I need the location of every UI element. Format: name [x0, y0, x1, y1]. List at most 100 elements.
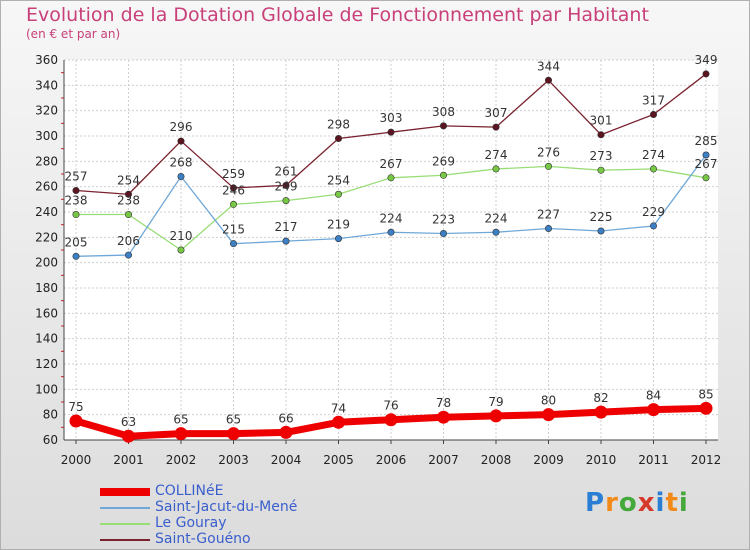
- y-tick-label: 140: [35, 332, 58, 346]
- data-point-collinee: [332, 415, 345, 429]
- data-label-collinee: 84: [646, 389, 661, 403]
- chart-title: Evolution de la Dotation Globale de Fonc…: [26, 4, 649, 26]
- data-label-le-gouray: 267: [380, 157, 403, 171]
- x-tick-label: 2010: [586, 453, 617, 467]
- axes: 60 80 100 120 140 160 180 200 220 240 260 280 300 320…: [35, 53, 721, 467]
- data-label-saint-jacut-du-mene: 225: [590, 210, 613, 224]
- data-point-saint-goueno: [649, 110, 657, 118]
- data-point-collinee: [227, 427, 240, 441]
- data-label-saint-jacut-du-mene: 224: [485, 211, 508, 225]
- logo-letter: i: [678, 488, 689, 518]
- data-label-saint-jacut-du-mene: 285: [695, 134, 718, 148]
- data-point-saint-goueno: [177, 137, 185, 145]
- data-point-saint-goueno: [125, 190, 133, 198]
- data-label-saint-jacut-du-mene: 224: [380, 211, 403, 225]
- data-label-collinee: 76: [383, 399, 398, 413]
- data-point-collinee: [594, 405, 608, 419]
- data-label-saint-goueno: 344: [537, 59, 560, 73]
- y-tick-label: 280: [35, 154, 58, 168]
- x-tick-label: 2011: [638, 453, 669, 467]
- legend-label: COLLINéE: [155, 483, 224, 499]
- data-point-le-gouray: [544, 162, 552, 170]
- data-label-collinee: 82: [593, 391, 608, 405]
- data-label-collinee: 78: [436, 396, 451, 410]
- logo-letter: x: [637, 488, 656, 518]
- x-tick-label: 2012: [691, 453, 722, 467]
- data-point-saint-jacut-du-mene: [282, 237, 290, 245]
- data-label-saint-goueno: 349: [695, 53, 718, 67]
- data-label-le-gouray: 274: [642, 148, 665, 162]
- data-point-collinee: [489, 409, 503, 423]
- data-point-le-gouray: [230, 200, 238, 208]
- data-label-saint-jacut-du-mene: 206: [117, 234, 140, 248]
- data-point-saint-jacut-du-mene: [439, 230, 447, 238]
- series-layer: [69, 70, 713, 443]
- data-label-saint-jacut-du-mene: 205: [65, 235, 88, 249]
- data-label-collinee: 80: [541, 394, 556, 408]
- data-label-saint-goueno: 317: [642, 93, 665, 107]
- y-tick-label: 180: [35, 281, 58, 295]
- y-tick-label: 160: [35, 306, 58, 320]
- y-tick-label: 220: [35, 230, 58, 244]
- data-point-le-gouray: [649, 165, 657, 173]
- data-point-le-gouray: [492, 165, 500, 173]
- data-point-saint-goueno: [334, 135, 342, 143]
- data-point-collinee: [69, 414, 83, 428]
- data-label-saint-goueno: 301: [590, 114, 613, 128]
- legend-swatch: [100, 523, 150, 525]
- data-label-le-gouray: 246: [222, 183, 245, 197]
- data-label-collinee: 63: [121, 415, 136, 429]
- x-tick-label: 2009: [533, 453, 564, 467]
- y-tick-label: 340: [35, 78, 58, 92]
- x-tick-label: 2008: [481, 453, 512, 467]
- data-point-saint-jacut-du-mene: [177, 173, 185, 181]
- data-point-saint-goueno: [387, 128, 395, 136]
- data-point-saint-goueno: [439, 122, 447, 130]
- data-label-le-gouray: 273: [590, 149, 613, 163]
- data-point-le-gouray: [597, 166, 605, 174]
- logo-letter: o: [618, 488, 638, 518]
- x-tick-label: 2005: [323, 453, 354, 467]
- x-tick-label: 2001: [113, 453, 144, 467]
- legend-swatch: [100, 488, 150, 496]
- data-point-saint-jacut-du-mene: [544, 224, 552, 232]
- data-point-saint-jacut-du-mene: [125, 251, 133, 259]
- data-label-le-gouray: 274: [485, 148, 508, 162]
- legend-label: Saint-Jacut-du-Mené: [155, 499, 298, 515]
- data-label-saint-goueno: 307: [485, 106, 508, 120]
- data-point-collinee: [699, 401, 713, 415]
- y-tick-label: 200: [35, 256, 58, 270]
- data-label-saint-jacut-du-mene: 268: [170, 156, 193, 170]
- legend-swatch: [100, 507, 150, 509]
- data-label-saint-jacut-du-mene: 223: [432, 213, 455, 227]
- data-point-saint-goueno: [230, 184, 238, 192]
- data-point-saint-jacut-du-mene: [649, 222, 657, 230]
- data-label-le-gouray: 238: [117, 194, 140, 208]
- legend-label: Le Gouray: [155, 515, 227, 531]
- data-label-collinee: 65: [173, 413, 188, 427]
- data-label-collinee: 75: [68, 400, 83, 414]
- logo-letter: r: [605, 488, 619, 518]
- data-point-collinee: [384, 413, 398, 427]
- data-point-le-gouray: [72, 211, 80, 219]
- data-label-le-gouray: 249: [275, 180, 298, 194]
- data-point-saint-jacut-du-mene: [334, 235, 342, 243]
- data-label-saint-goueno: 261: [275, 164, 298, 178]
- data-label-collinee: 85: [698, 387, 713, 401]
- data-point-saint-jacut-du-mene: [72, 252, 80, 260]
- data-label-collinee: 79: [488, 395, 503, 409]
- data-label-collinee: 66: [278, 411, 293, 425]
- data-label-saint-goueno: 296: [170, 120, 193, 134]
- x-tick-label: 2003: [218, 453, 249, 467]
- y-tick-label: 60: [43, 433, 58, 447]
- y-tick-label: 100: [35, 382, 58, 396]
- data-label-saint-jacut-du-mene: 227: [537, 207, 560, 221]
- y-tick-label: 120: [35, 357, 58, 371]
- data-point-saint-jacut-du-mene: [230, 240, 238, 248]
- data-point-le-gouray: [282, 197, 290, 205]
- x-tick-label: 2006: [376, 453, 407, 467]
- data-label-saint-jacut-du-mene: 219: [327, 218, 350, 232]
- data-point-le-gouray: [177, 246, 185, 254]
- logo-letter: t: [665, 488, 679, 518]
